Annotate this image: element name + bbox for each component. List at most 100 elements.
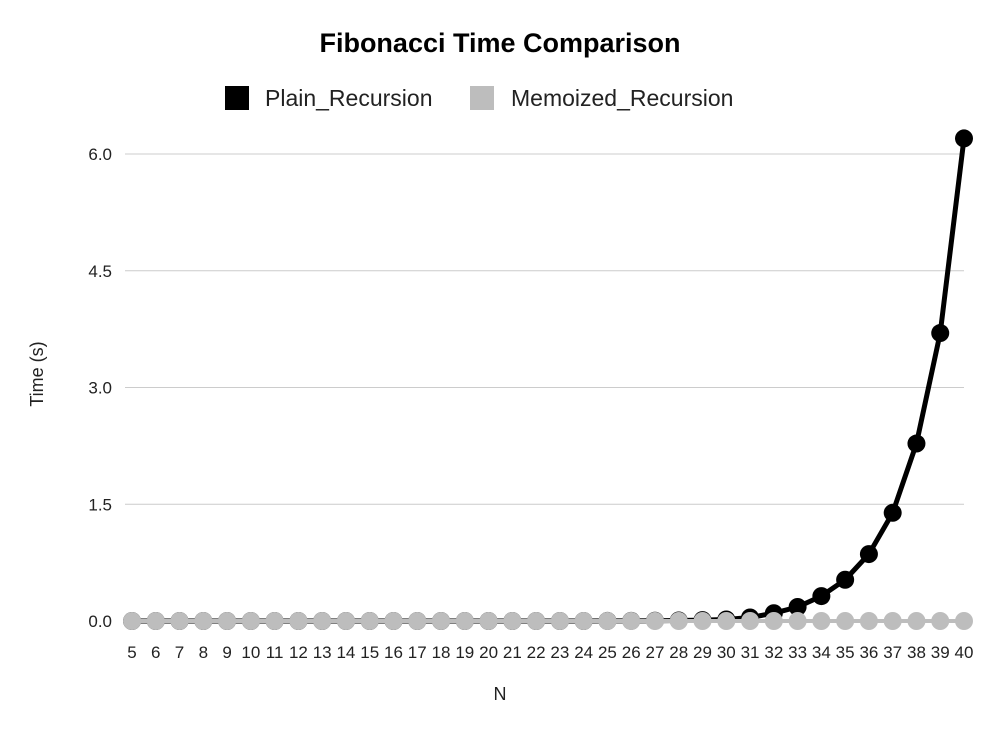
x-tick-label: 17 <box>408 643 427 662</box>
data-point <box>859 612 878 630</box>
data-point <box>360 612 379 630</box>
y-tick-label: 6.0 <box>88 145 112 164</box>
x-tick-label: 40 <box>955 643 974 662</box>
data-point <box>289 612 308 630</box>
x-tick-label: 18 <box>432 643 451 662</box>
x-tick-label: 34 <box>812 643 831 662</box>
legend-label-memoized: Memoized_Recursion <box>511 85 733 111</box>
x-tick-label: 12 <box>289 643 308 662</box>
data-point <box>265 612 284 630</box>
x-tick-label: 13 <box>313 643 332 662</box>
data-point <box>408 612 427 630</box>
data-point <box>598 612 617 630</box>
data-point <box>907 612 926 630</box>
data-point <box>146 612 165 630</box>
x-tick-label: 22 <box>527 643 546 662</box>
x-tick-label: 8 <box>199 643 208 662</box>
x-tick-label: 35 <box>836 643 855 662</box>
x-tick-label: 27 <box>646 643 665 662</box>
data-point <box>883 503 902 522</box>
data-point <box>218 612 237 630</box>
data-point <box>313 612 332 630</box>
x-tick-label: 6 <box>151 643 160 662</box>
data-point <box>123 612 141 630</box>
x-tick-label: 26 <box>622 643 641 662</box>
data-point <box>907 434 926 453</box>
gridlines <box>125 153 964 622</box>
series-memoized-recursion <box>123 612 973 630</box>
legend-label-plain: Plain_Recursion <box>265 85 432 111</box>
y-tick-label: 3.0 <box>88 379 112 398</box>
data-point <box>432 612 451 630</box>
data-point <box>812 612 831 630</box>
data-point <box>741 612 760 630</box>
x-tick-label: 25 <box>598 643 617 662</box>
series-line <box>129 135 967 624</box>
x-tick-label: 9 <box>222 643 231 662</box>
data-point <box>527 612 546 630</box>
x-tick-label: 7 <box>175 643 184 662</box>
x-axis-label: N <box>494 684 507 704</box>
data-point <box>883 612 902 630</box>
x-tick-label: 19 <box>455 643 474 662</box>
data-point <box>194 612 213 630</box>
data-point <box>931 324 950 343</box>
data-point <box>812 587 831 606</box>
x-tick-label: 37 <box>883 643 902 662</box>
data-point <box>241 612 260 630</box>
x-tick-label: 29 <box>693 643 712 662</box>
data-point <box>574 612 593 630</box>
data-point <box>955 129 973 148</box>
data-point <box>717 612 736 630</box>
y-tick-label: 4.5 <box>88 262 112 281</box>
x-tick-label: 32 <box>764 643 783 662</box>
data-point <box>669 612 688 630</box>
data-point <box>836 612 855 630</box>
x-tick-label: 10 <box>241 643 260 662</box>
series-layer <box>123 129 973 630</box>
chart-title: Fibonacci Time Comparison <box>319 28 680 58</box>
x-tick-label: 16 <box>384 643 403 662</box>
x-tick-label: 38 <box>907 643 926 662</box>
x-tick-label: 11 <box>266 643 284 662</box>
x-tick-label: 23 <box>550 643 569 662</box>
x-tick-label: 21 <box>503 643 522 662</box>
y-tick-labels: 0.0 1.5 3.0 4.5 6.0 <box>88 145 112 631</box>
data-point <box>955 612 973 630</box>
data-point <box>693 612 712 630</box>
x-tick-label: 36 <box>859 643 878 662</box>
data-point <box>503 612 522 630</box>
data-point <box>788 612 807 630</box>
series-plain-recursion <box>123 129 973 630</box>
x-tick-label: 33 <box>788 643 807 662</box>
x-tick-label: 20 <box>479 643 498 662</box>
x-tick-label: 5 <box>127 643 136 662</box>
y-tick-label: 1.5 <box>88 495 112 514</box>
data-point <box>455 612 474 630</box>
data-point <box>622 612 641 630</box>
data-point <box>931 612 950 630</box>
x-tick-label: 39 <box>931 643 950 662</box>
data-point <box>859 545 878 564</box>
x-tick-label: 24 <box>574 643 593 662</box>
x-tick-label: 28 <box>669 643 688 662</box>
x-tick-label: 30 <box>717 643 736 662</box>
y-tick-label: 0.0 <box>88 612 112 631</box>
y-axis-label: Time (s) <box>27 341 47 406</box>
data-point <box>170 612 189 630</box>
data-point <box>384 612 403 630</box>
data-point <box>645 612 664 630</box>
data-point <box>836 570 855 589</box>
data-point <box>479 612 498 630</box>
x-tick-label: 14 <box>336 643 355 662</box>
x-tick-labels: 5 6 7 8 9 10 11 12 13 14 15 16 17 18 19 20 21 22 23 24 25 26 2… <box>127 643 973 662</box>
x-tick-label: 31 <box>741 643 760 662</box>
legend: Plain_Recursion Memoized_Recursion <box>225 85 733 111</box>
data-point <box>764 612 783 630</box>
legend-swatch-plain <box>225 86 249 110</box>
x-tick-label: 15 <box>360 643 379 662</box>
data-point <box>788 597 807 616</box>
data-point <box>550 612 569 630</box>
data-point <box>336 612 355 630</box>
